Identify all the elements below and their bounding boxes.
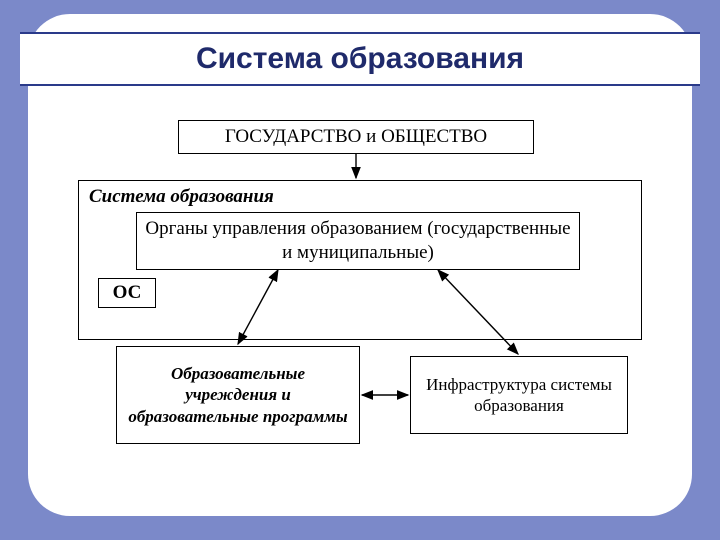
node-edu-programs-text: Образовательные учреждения и образовател…	[125, 363, 351, 427]
node-state-society: ГОСУДАРСТВО и ОБЩЕСТВО	[178, 120, 534, 154]
node-management-bodies-text: Органы управления образованием (государс…	[145, 217, 571, 265]
node-oc-text: ОС	[113, 281, 142, 305]
node-infrastructure-text: Инфраструктура системы образования	[419, 374, 619, 417]
diagram-area: ГОСУДАРСТВО и ОБЩЕСТВО Система образован…	[78, 120, 642, 480]
node-edu-programs: Образовательные учреждения и образовател…	[116, 346, 360, 444]
node-management-bodies: Органы управления образованием (государс…	[136, 212, 580, 270]
node-state-society-text: ГОСУДАРСТВО и ОБЩЕСТВО	[225, 125, 487, 149]
node-system-label: Система образования	[89, 185, 274, 209]
slide-title: Система образования	[196, 42, 524, 76]
node-infrastructure: Инфраструктура системы образования	[410, 356, 628, 434]
title-band: Система образования	[20, 32, 700, 86]
node-oc: ОС	[98, 278, 156, 308]
